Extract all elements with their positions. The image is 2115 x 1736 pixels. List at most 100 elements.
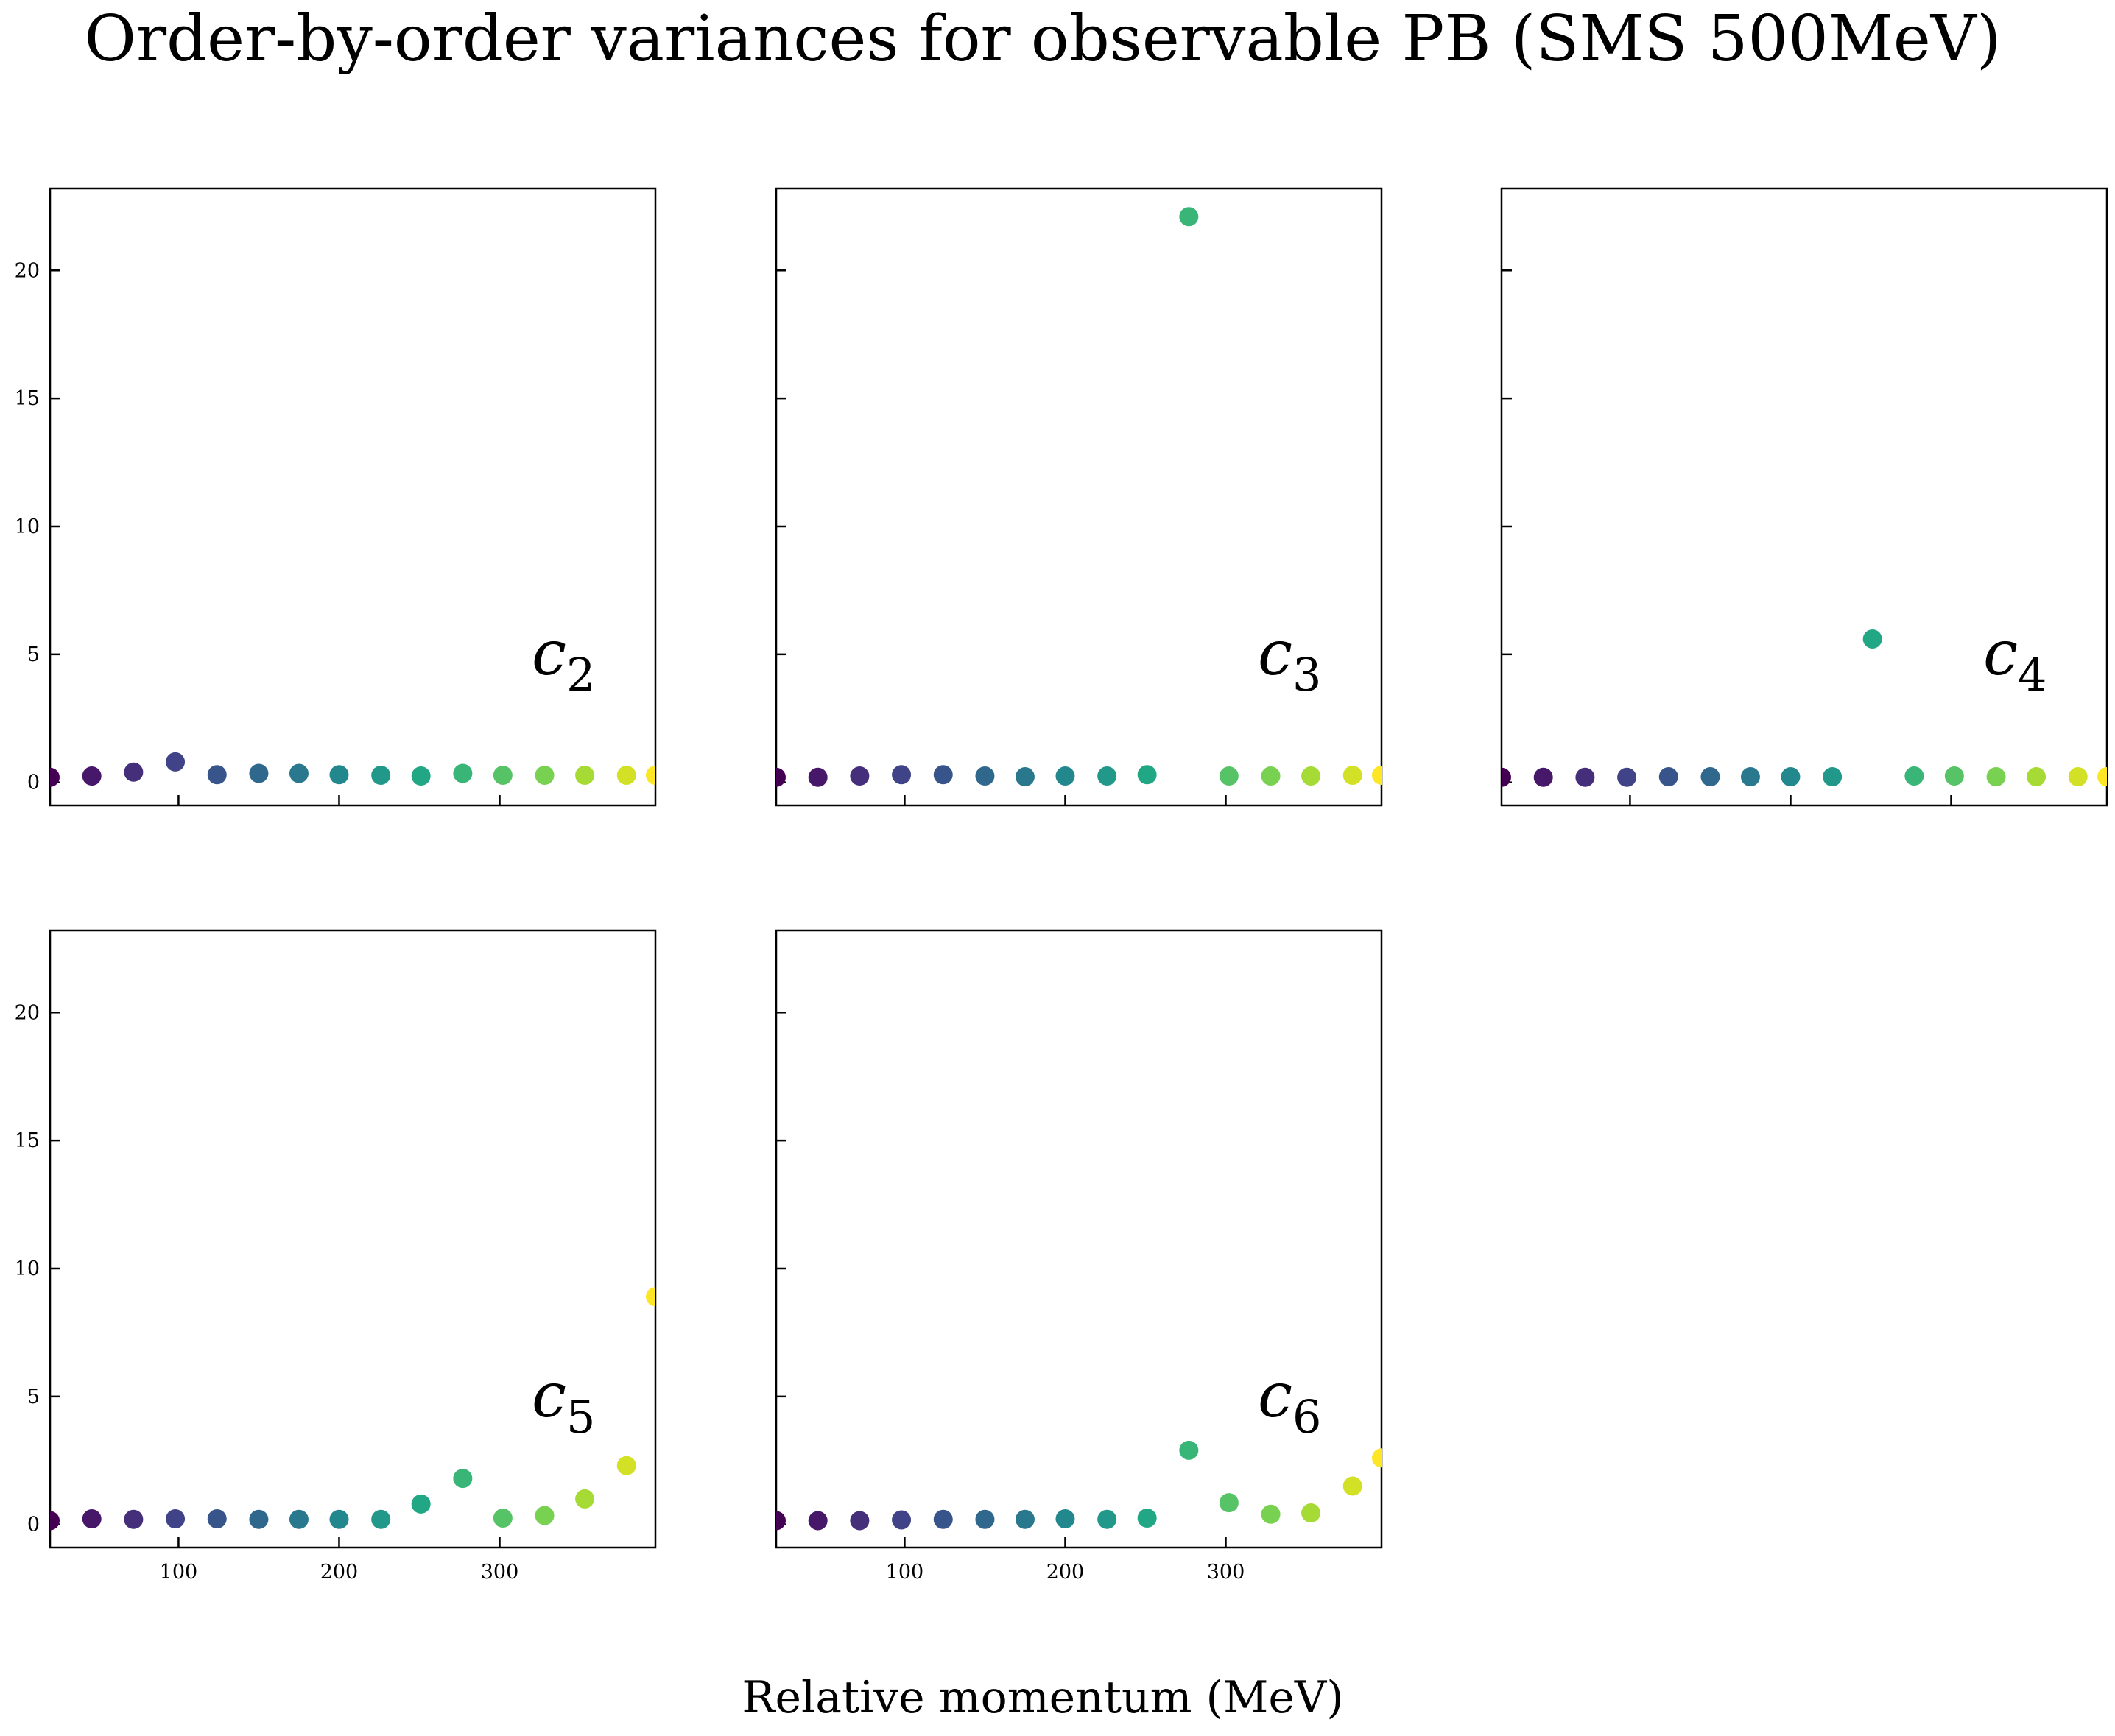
x-tick-label: 100 bbox=[160, 1561, 198, 1584]
data-point bbox=[1179, 1440, 1199, 1460]
data-point bbox=[166, 1509, 186, 1529]
data-point bbox=[1261, 766, 1281, 786]
data-point bbox=[808, 767, 828, 787]
panel-label: c2 bbox=[532, 617, 596, 702]
y-tick-label: 10 bbox=[15, 515, 40, 538]
data-point bbox=[1781, 767, 1801, 787]
data-point bbox=[207, 765, 227, 785]
data-point bbox=[50, 767, 60, 787]
x-tick-label: 100 bbox=[886, 1561, 924, 1584]
data-point bbox=[1219, 766, 1239, 786]
data-point bbox=[2097, 767, 2107, 787]
data-point bbox=[975, 766, 995, 786]
data-point bbox=[493, 765, 513, 785]
data-point bbox=[371, 765, 391, 785]
x-tick-label: 300 bbox=[1207, 1561, 1245, 1584]
x-tick-label: 300 bbox=[481, 1561, 519, 1584]
data-point bbox=[1015, 1509, 1035, 1529]
panel-label-main: c bbox=[532, 617, 566, 689]
data-point bbox=[1137, 765, 1157, 785]
axes-frame bbox=[775, 187, 1383, 807]
panel-label-sub: 2 bbox=[566, 648, 595, 702]
data-point bbox=[1015, 767, 1035, 787]
data-point bbox=[850, 1511, 870, 1531]
data-point bbox=[850, 766, 870, 786]
data-point bbox=[1533, 767, 1553, 787]
data-point bbox=[2027, 767, 2047, 787]
axes-frame bbox=[775, 929, 1383, 1549]
panel-label-main: c bbox=[532, 1359, 566, 1431]
y-tick-label: 10 bbox=[15, 1257, 40, 1280]
data-point bbox=[933, 1509, 953, 1529]
panel-label: c6 bbox=[1258, 1359, 1322, 1444]
data-point bbox=[575, 765, 595, 785]
data-point bbox=[808, 1511, 828, 1531]
data-point bbox=[933, 765, 953, 785]
data-point bbox=[1986, 767, 2006, 787]
data-point bbox=[1097, 1509, 1117, 1529]
data-point bbox=[1137, 1509, 1157, 1528]
data-point bbox=[1944, 766, 1964, 786]
y-tick-label: 0 bbox=[27, 772, 40, 794]
data-point bbox=[1301, 766, 1321, 786]
chart-title: Order-by-order variances for observable … bbox=[85, 2, 2002, 76]
data-point bbox=[1862, 629, 1882, 649]
data-point bbox=[124, 762, 144, 782]
points-group bbox=[50, 1287, 655, 1531]
panel-label-sub: 6 bbox=[1292, 1390, 1321, 1444]
panel-3: c4 bbox=[1500, 187, 2108, 807]
data-point bbox=[124, 1509, 144, 1529]
data-point bbox=[411, 766, 431, 786]
panel-label-sub: 3 bbox=[1292, 648, 1321, 702]
data-point bbox=[776, 767, 786, 787]
axes-frame bbox=[1500, 187, 2108, 807]
points-group bbox=[50, 752, 655, 787]
data-point bbox=[892, 765, 912, 785]
data-point bbox=[1700, 767, 1720, 787]
data-point bbox=[50, 1511, 60, 1531]
x-tick-label: 200 bbox=[320, 1561, 359, 1584]
data-point bbox=[1342, 1476, 1362, 1496]
panel-label-sub: 4 bbox=[2018, 648, 2047, 702]
data-point bbox=[975, 1509, 995, 1529]
data-point bbox=[371, 1509, 391, 1529]
data-point bbox=[616, 765, 636, 785]
x-axis-label: Relative momentum (MeV) bbox=[742, 1672, 1343, 1723]
y-tick-label: 5 bbox=[27, 1386, 40, 1408]
data-point bbox=[411, 1494, 431, 1514]
axes-frame bbox=[49, 187, 657, 807]
data-point bbox=[207, 1509, 227, 1529]
data-point bbox=[82, 1509, 102, 1529]
data-point bbox=[1904, 766, 1924, 786]
y-tick-label: 15 bbox=[15, 387, 40, 410]
axes-frame bbox=[49, 929, 657, 1549]
data-point bbox=[2068, 767, 2088, 787]
y-tick-label: 15 bbox=[15, 1129, 40, 1152]
panel-label: c5 bbox=[532, 1359, 596, 1444]
data-point bbox=[166, 752, 186, 772]
data-point bbox=[1055, 766, 1075, 786]
y-tick-label: 20 bbox=[15, 259, 40, 282]
data-point bbox=[776, 1511, 786, 1531]
x-tick-label: 200 bbox=[1046, 1561, 1085, 1584]
data-point bbox=[646, 1287, 655, 1307]
data-point bbox=[1179, 207, 1199, 227]
data-point bbox=[82, 766, 102, 786]
data-point bbox=[1658, 767, 1678, 787]
data-point bbox=[249, 1509, 269, 1529]
data-point bbox=[289, 1509, 309, 1529]
points-group bbox=[776, 207, 1382, 787]
y-tick-label: 0 bbox=[27, 1514, 40, 1536]
data-point bbox=[1617, 767, 1637, 787]
panel-label-sub: 5 bbox=[566, 1390, 595, 1444]
data-point bbox=[249, 763, 269, 783]
y-tick-label: 5 bbox=[27, 643, 40, 666]
data-point bbox=[616, 1456, 636, 1475]
data-point bbox=[1342, 765, 1362, 785]
data-point bbox=[535, 1506, 555, 1525]
data-point bbox=[1823, 767, 1843, 787]
data-point bbox=[1097, 766, 1117, 786]
data-point bbox=[575, 1489, 595, 1509]
